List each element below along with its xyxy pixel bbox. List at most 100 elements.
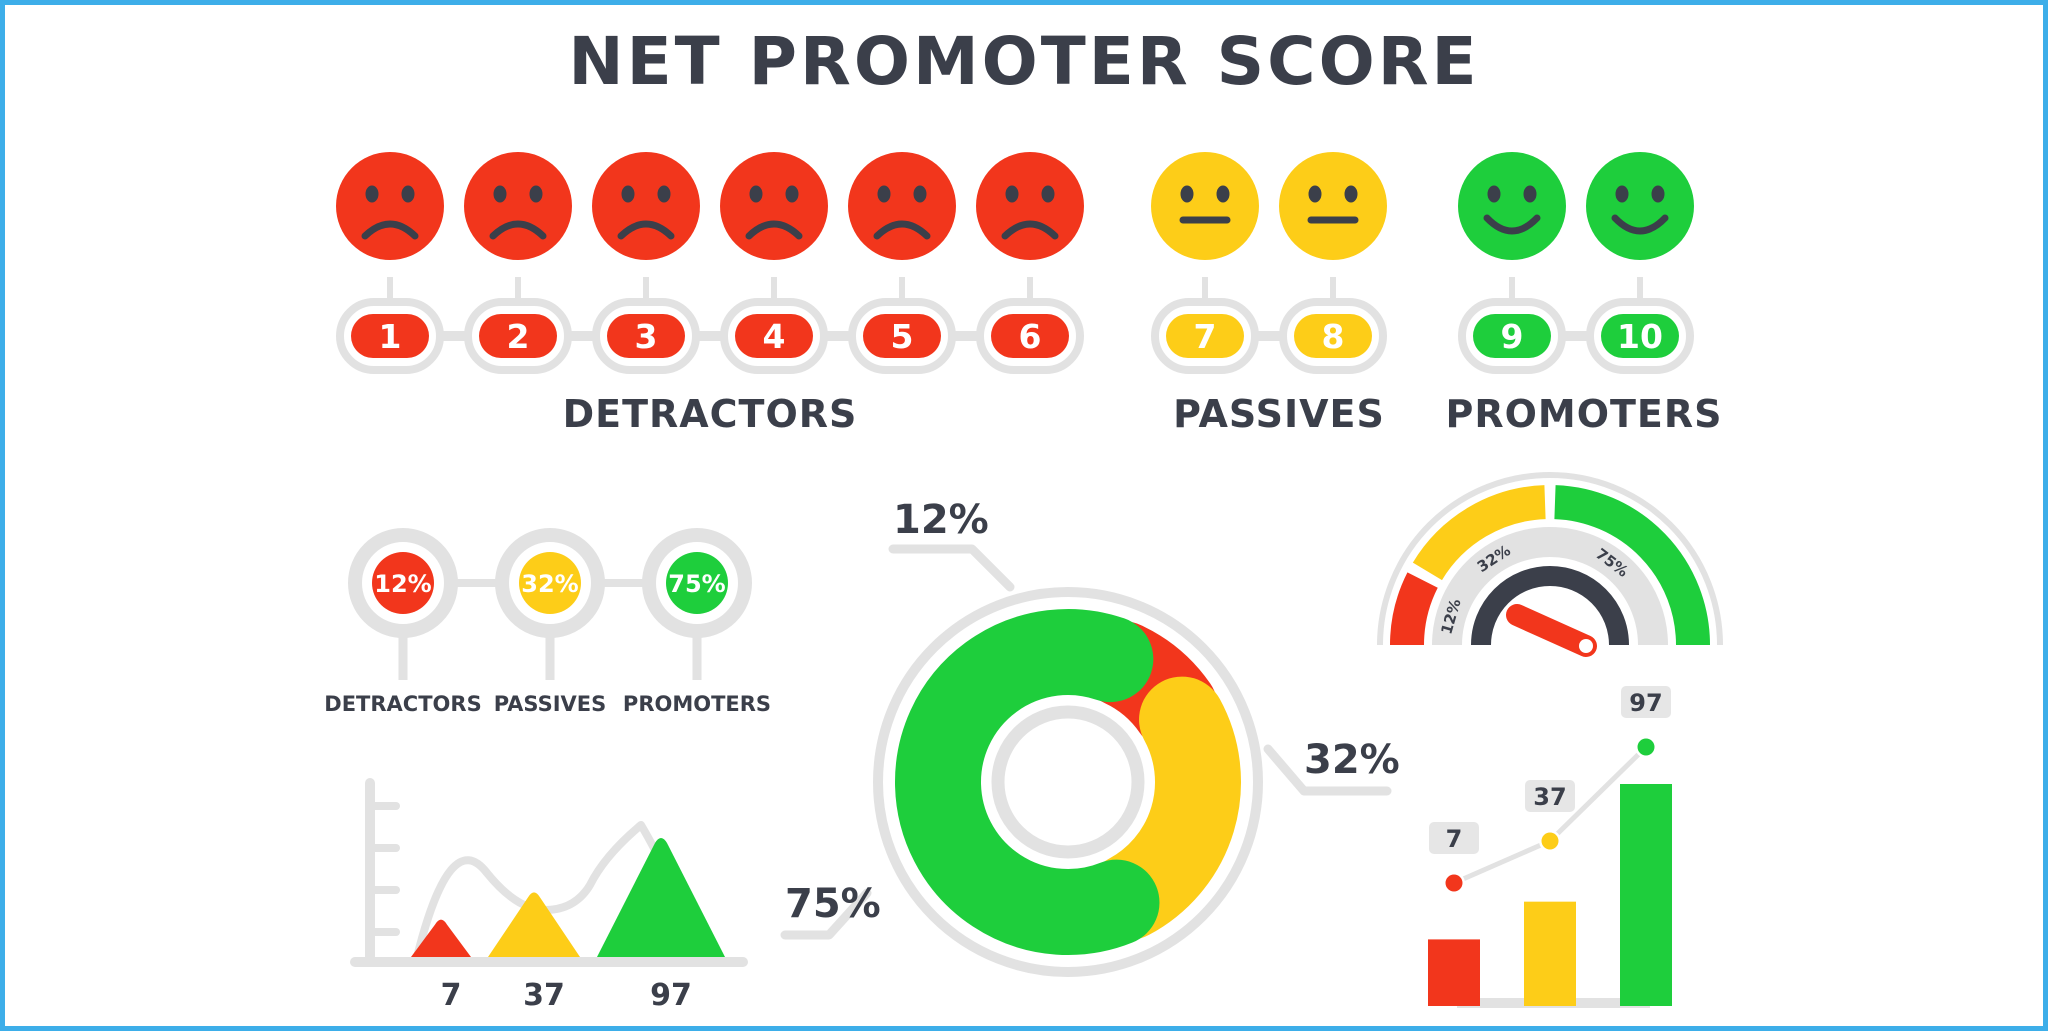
trend-point [1541, 832, 1559, 850]
face-eye [1180, 185, 1194, 203]
score-item-6: 6 [976, 152, 1084, 374]
score-item-4: 4 [720, 152, 828, 374]
score-item-9: 9 [1458, 152, 1566, 374]
score-scale: 1 2 3 4 5 6 7 8 9 10 DETRACTORS PASSIVES PROMOTERS [336, 152, 1722, 436]
score-item-7: 7 [1151, 152, 1259, 374]
badge-fill [372, 552, 434, 614]
area-value-label: 37 [523, 978, 565, 1013]
bar-value-label: 7 [1446, 825, 1463, 853]
bar-value-label: 37 [1533, 783, 1566, 811]
score-pill [735, 314, 813, 358]
gauge-band-promoters [1554, 485, 1710, 646]
sad-face-icon [976, 152, 1084, 260]
score-label: 1 [379, 317, 402, 356]
passive-group-label: PASSIVES [1173, 392, 1385, 436]
gauge-needle-pivot [1579, 639, 1593, 653]
badge-promoters: 75% PROMOTERS [623, 528, 771, 716]
bar-passives [1524, 901, 1576, 1006]
page-title: NET PROMOTER SCORE [568, 23, 1480, 100]
trend-line [1452, 745, 1648, 886]
area-value-label: 7 [441, 978, 462, 1013]
promoter-group-label: PROMOTERS [1445, 392, 1722, 436]
score-pill [991, 314, 1069, 358]
badge-category: PROMOTERS [623, 692, 771, 716]
score-label: 5 [891, 317, 914, 356]
donut-leader-line [888, 544, 1015, 592]
donut-label: 32% [1304, 737, 1400, 783]
score-pill [479, 314, 557, 358]
face-mouth [617, 220, 675, 240]
bar-chart: 7 37 97 [1428, 686, 1672, 1008]
donut-label: 12% [893, 497, 989, 543]
face-eye [1615, 185, 1629, 203]
bar-value-tag [1525, 780, 1575, 812]
score-label: 9 [1501, 317, 1524, 356]
score-label: 7 [1194, 317, 1217, 356]
face-eye [657, 185, 671, 203]
gauge-inner-arc [1471, 566, 1629, 646]
badge-value: 75% [668, 570, 725, 598]
face-eye [749, 185, 763, 203]
face-eye [365, 185, 379, 203]
score-item-2: 2 [464, 152, 572, 374]
badge-category: DETRACTORS [324, 692, 481, 716]
score-pill [1294, 314, 1372, 358]
face-eye [1308, 185, 1322, 203]
face-mouth [1001, 220, 1059, 240]
face-eye [913, 185, 927, 203]
bar-value-tag [1429, 822, 1479, 854]
badge-value: 32% [521, 570, 578, 598]
area-value-label: 97 [650, 978, 692, 1013]
score-pill [1473, 314, 1551, 358]
donut-label: 75% [785, 881, 881, 927]
donut-outer-ring [873, 587, 1263, 977]
face-eye [621, 185, 635, 203]
score-label: 2 [507, 317, 530, 356]
gauge-track [1432, 527, 1668, 646]
face-eye [529, 185, 543, 203]
score-label: 3 [635, 317, 658, 356]
score-label: 8 [1322, 317, 1345, 356]
donut-inner-ring [991, 705, 1145, 859]
score-item-8: 8 [1279, 152, 1387, 374]
area-chart: 7 37 97 [350, 778, 748, 1013]
badge-fill [519, 552, 581, 614]
badge-passives: 32% PASSIVES [494, 528, 606, 716]
score-pill [607, 314, 685, 358]
detractor-group-label: DETRACTORS [563, 392, 858, 436]
sad-face-icon [336, 152, 444, 260]
face-eye [1041, 185, 1055, 203]
area-peak-promoters [597, 838, 725, 957]
badge-value: 12% [374, 570, 431, 598]
face-eye [1216, 185, 1230, 203]
face-eye [1344, 185, 1358, 203]
gauge-band-passives [1412, 485, 1547, 581]
score-label: 10 [1617, 317, 1663, 356]
face-eye [877, 185, 891, 203]
face-eye [401, 185, 415, 203]
area-peak-detractors [411, 919, 471, 957]
face-mouth [489, 220, 547, 240]
score-item-3: 3 [592, 152, 700, 374]
bar-value-label: 97 [1629, 689, 1662, 717]
happy-face-icon [1586, 152, 1694, 260]
score-label: 6 [1019, 317, 1042, 356]
score-item-10: 10 [1586, 152, 1694, 374]
bar-value-tag [1621, 686, 1671, 718]
face-mouth [745, 220, 803, 240]
score-pill [1166, 314, 1244, 358]
badge-fill [666, 552, 728, 614]
face-eye [1487, 185, 1501, 203]
donut-leader-line [1263, 744, 1392, 796]
face-mouth [1611, 214, 1669, 235]
donut-chart: 12% 32% 75% [780, 497, 1400, 977]
trend-point [1445, 874, 1463, 892]
face-eye [1005, 185, 1019, 203]
neutral-face-icon [1279, 152, 1387, 260]
score-item-5: 5 [848, 152, 956, 374]
percent-badges: 12% DETRACTORS 32% PASSIVES 75% PROMOTERS [324, 528, 771, 716]
face-eye [785, 185, 799, 203]
face-mouth [1483, 214, 1541, 235]
badge-detractors: 12% DETRACTORS [324, 528, 482, 716]
face-eye [493, 185, 507, 203]
